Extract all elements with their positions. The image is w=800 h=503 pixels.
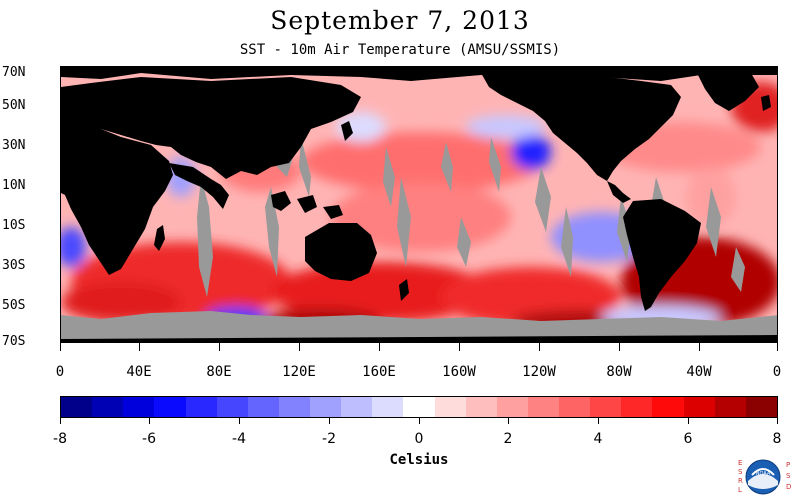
colorbar-swatch-0 (61, 397, 93, 417)
svg-text:S: S (786, 472, 791, 480)
svg-text:S: S (738, 468, 743, 476)
colorbar-label-2: 2 (503, 431, 513, 447)
lon-tick (619, 343, 620, 351)
colorbar-swatch-13 (465, 397, 497, 417)
colorbar-tick (688, 418, 689, 424)
colorbar-swatch-12 (434, 397, 466, 417)
continents (61, 67, 777, 311)
lat-label-70s: 70S (2, 334, 26, 349)
svg-text:D: D (786, 483, 791, 491)
colorbar-swatch-19 (652, 397, 684, 417)
colorbar-label-neg8: -8 (53, 431, 67, 447)
lon-tick (539, 343, 540, 351)
lon-label-80e: 80E (206, 364, 232, 380)
map-canvas (61, 67, 777, 342)
colorbar-label-neg4: -4 (232, 431, 246, 447)
colorbar-swatch-17 (590, 397, 622, 417)
lon-tick (459, 343, 460, 351)
colorbar-tick (598, 418, 599, 424)
lon-label-40e: 40E (126, 364, 152, 380)
colorbar-swatch-14 (496, 397, 528, 417)
svg-text:L: L (738, 486, 742, 494)
lat-label-50s: 50S (2, 298, 26, 313)
colorbar-label-neg6: -6 (142, 431, 156, 447)
lat-label-30n: 30N (2, 138, 26, 153)
lon-label-120w: 120W (522, 364, 556, 380)
svg-text:NOAA: NOAA (756, 471, 771, 477)
colorbar-tick (508, 418, 509, 424)
lat-label-10n: 10N (2, 178, 26, 193)
colorbar-label-neg2: -2 (322, 431, 336, 447)
lon-tick (139, 343, 140, 351)
lat-label-50n: 50N (2, 98, 26, 113)
lon-label-160w: 160W (442, 364, 476, 380)
colorbar-swatch-5 (216, 397, 248, 417)
antarctica (61, 335, 777, 342)
colorbar-label-6: 6 (683, 431, 693, 447)
lon-label-160e: 160E (362, 364, 396, 380)
colorbar-swatch-9 (341, 397, 373, 417)
colorbar (60, 396, 778, 418)
lon-label-120e: 120E (282, 364, 316, 380)
colorbar-swatch-18 (621, 397, 653, 417)
lon-tick (60, 343, 61, 351)
colorbar-label-0: 0 (414, 431, 424, 447)
lon-label-40w: 40W (686, 364, 712, 380)
colorbar-swatch-7 (278, 397, 310, 417)
lon-label-0-east: 0 (772, 364, 782, 380)
lon-tick (777, 343, 778, 351)
colorbar-tick (149, 418, 150, 424)
sea-ice-missing (61, 311, 777, 342)
svg-text:E: E (738, 459, 742, 467)
colorbar-swatch-21 (714, 397, 746, 417)
lon-tick (219, 343, 220, 351)
colorbar-swatch-6 (247, 397, 279, 417)
lon-tick (699, 343, 700, 351)
lon-label-80w: 80W (606, 364, 632, 380)
colorbar-swatch-16 (559, 397, 591, 417)
lat-label-70n: 70N (2, 65, 26, 80)
colorbar-tick (777, 418, 778, 424)
lon-tick (299, 343, 300, 351)
map-title: September 7, 2013 (270, 6, 530, 35)
map-subtitle: SST - 10m Air Temperature (AMSU/SSMIS) (239, 42, 561, 58)
colorbar-swatch-3 (154, 397, 186, 417)
sst-anomaly-map (60, 66, 778, 343)
lat-label-30s: 30S (2, 258, 26, 273)
colorbar-swatch-20 (683, 397, 715, 417)
colorbar-tick (329, 418, 330, 424)
colorbar-swatch-4 (185, 397, 217, 417)
colorbar-swatch-2 (123, 397, 155, 417)
colorbar-swatch-11 (403, 397, 435, 417)
lon-tick (379, 343, 380, 351)
colorbar-label-4: 4 (593, 431, 603, 447)
lat-label-10s: 10S (2, 218, 26, 233)
colorbar-tick (60, 418, 61, 424)
colorbar-units: Celsius (389, 452, 449, 468)
svg-text:R: R (738, 477, 743, 485)
svg-text:P: P (786, 461, 790, 469)
lon-label-0: 0 (55, 364, 65, 380)
colorbar-swatch-22 (745, 397, 777, 417)
colorbar-label-8: 8 (772, 431, 782, 447)
colorbar-swatch-1 (92, 397, 124, 417)
colorbar-swatch-15 (527, 397, 559, 417)
colorbar-swatch-10 (372, 397, 404, 417)
colorbar-tick (239, 418, 240, 424)
colorbar-swatch-8 (310, 397, 342, 417)
colorbar-tick (419, 418, 420, 424)
